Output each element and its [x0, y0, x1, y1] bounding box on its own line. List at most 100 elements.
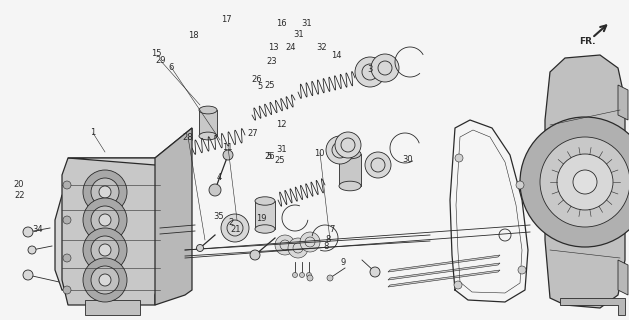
Circle shape	[573, 170, 597, 194]
Circle shape	[223, 150, 233, 160]
Text: 6: 6	[169, 63, 174, 72]
Circle shape	[362, 64, 378, 80]
Polygon shape	[55, 195, 120, 290]
Polygon shape	[155, 128, 192, 305]
Circle shape	[300, 232, 320, 252]
Circle shape	[28, 246, 36, 254]
Circle shape	[83, 258, 127, 302]
Circle shape	[307, 275, 313, 281]
Ellipse shape	[199, 106, 217, 114]
Circle shape	[365, 152, 391, 178]
Circle shape	[83, 198, 127, 242]
Circle shape	[91, 206, 119, 234]
Circle shape	[280, 240, 290, 250]
Polygon shape	[62, 158, 165, 305]
Polygon shape	[388, 263, 500, 280]
Circle shape	[63, 216, 71, 224]
Circle shape	[371, 54, 399, 82]
Text: 35: 35	[214, 212, 224, 221]
Bar	[255, 201, 275, 229]
Circle shape	[288, 238, 308, 258]
Ellipse shape	[255, 197, 275, 205]
Circle shape	[275, 235, 295, 255]
Polygon shape	[618, 260, 628, 295]
Text: 12: 12	[277, 120, 287, 129]
Circle shape	[378, 61, 392, 75]
Text: 31: 31	[294, 30, 304, 39]
Text: 25: 25	[264, 81, 274, 90]
Polygon shape	[85, 300, 140, 315]
Text: 7: 7	[330, 225, 335, 234]
Circle shape	[520, 117, 629, 247]
Text: 8: 8	[323, 242, 328, 251]
Circle shape	[292, 273, 298, 277]
Text: 11: 11	[223, 143, 233, 152]
Circle shape	[540, 137, 629, 227]
Text: 1: 1	[91, 128, 96, 137]
Text: 9: 9	[340, 258, 345, 267]
Circle shape	[196, 244, 204, 252]
Text: 10: 10	[314, 149, 325, 158]
Circle shape	[455, 154, 463, 162]
Text: 25: 25	[275, 156, 285, 165]
Circle shape	[326, 136, 354, 164]
Polygon shape	[388, 255, 500, 272]
Circle shape	[99, 274, 111, 286]
Circle shape	[371, 158, 385, 172]
Circle shape	[293, 243, 303, 253]
Circle shape	[83, 170, 127, 214]
Circle shape	[227, 220, 243, 236]
Text: 2: 2	[229, 218, 234, 227]
Text: 26: 26	[252, 75, 262, 84]
Text: 28: 28	[182, 133, 192, 142]
Circle shape	[23, 270, 33, 280]
Text: FR.: FR.	[579, 37, 595, 46]
Circle shape	[306, 273, 311, 277]
Text: 29: 29	[155, 56, 165, 65]
Text: 20: 20	[14, 180, 24, 189]
Text: 34: 34	[33, 225, 43, 234]
Ellipse shape	[339, 149, 361, 159]
Circle shape	[221, 214, 249, 242]
Circle shape	[370, 267, 380, 277]
Circle shape	[327, 275, 333, 281]
Text: 31: 31	[277, 145, 287, 154]
Circle shape	[250, 250, 260, 260]
Circle shape	[99, 186, 111, 198]
Ellipse shape	[339, 181, 361, 191]
Text: 30: 30	[403, 155, 413, 164]
Circle shape	[99, 244, 111, 256]
Polygon shape	[68, 128, 192, 165]
Text: 33: 33	[104, 282, 116, 291]
Text: 16: 16	[277, 20, 287, 28]
Text: 22: 22	[15, 191, 25, 200]
Circle shape	[63, 181, 71, 189]
Circle shape	[516, 181, 524, 189]
Circle shape	[305, 237, 315, 247]
Ellipse shape	[199, 132, 217, 140]
Circle shape	[518, 266, 526, 274]
Circle shape	[209, 184, 221, 196]
Text: 27: 27	[248, 129, 258, 138]
Text: 14: 14	[331, 51, 342, 60]
Circle shape	[335, 132, 361, 158]
Polygon shape	[618, 85, 628, 120]
Polygon shape	[545, 55, 625, 308]
Circle shape	[299, 273, 304, 277]
Circle shape	[99, 214, 111, 226]
Text: 31: 31	[302, 19, 312, 28]
Text: 15: 15	[151, 49, 161, 58]
Text: 3: 3	[367, 65, 372, 74]
Bar	[199, 110, 217, 136]
Text: 24: 24	[286, 43, 296, 52]
Circle shape	[63, 286, 71, 294]
Text: 21: 21	[231, 225, 241, 234]
Bar	[339, 154, 361, 186]
Text: 18: 18	[189, 31, 199, 40]
Circle shape	[115, 303, 125, 313]
Circle shape	[63, 254, 71, 262]
Circle shape	[23, 227, 33, 237]
Text: 5: 5	[257, 82, 262, 91]
Text: 23: 23	[267, 57, 277, 66]
Text: 13: 13	[269, 43, 279, 52]
